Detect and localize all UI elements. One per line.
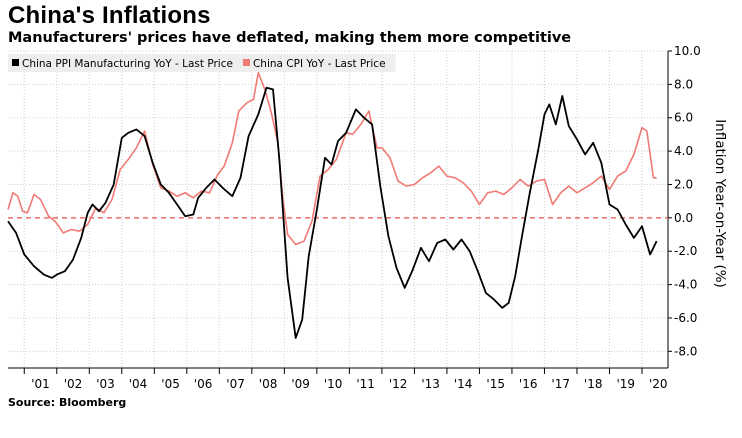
y-tick-label: 8.0: [674, 77, 693, 91]
y-tick-label: -2.0: [674, 244, 697, 258]
x-tick-label: '09: [291, 377, 310, 391]
y-axis-label: Inflation Year-on-Year (%): [712, 119, 728, 288]
x-tick-label: '02: [64, 377, 83, 391]
x-tick-label: '15: [486, 377, 505, 391]
y-tick-label: 0.0: [674, 211, 693, 225]
x-tick-label: '06: [194, 377, 213, 391]
x-tick-label: '11: [356, 377, 375, 391]
series-layer: [7, 71, 668, 339]
x-tick-label: '04: [129, 377, 148, 391]
x-tick-label: '19: [616, 377, 635, 391]
x-tick-label: '16: [519, 377, 538, 391]
legend-label-ppi: China PPI Manufacturing YoY - Last Price: [22, 58, 233, 70]
x-tick-label: '17: [551, 377, 570, 391]
source-note: Source: Bloomberg: [8, 396, 127, 409]
legend-key-cpi: [242, 59, 250, 66]
x-tick-label: '01: [31, 377, 50, 391]
grid-lines: [8, 50, 668, 368]
legend: China PPI Manufacturing YoY - Last Price…: [8, 54, 396, 72]
x-tick-label: '10: [324, 377, 343, 391]
legend-background: [8, 54, 396, 72]
y-tick-label: -8.0: [674, 344, 697, 358]
y-tick-label: 2.0: [674, 177, 693, 191]
y-tick-label: -6.0: [674, 311, 697, 325]
x-tick-label: '08: [259, 377, 278, 391]
y-tick-label: 6.0: [674, 111, 693, 125]
chart-title: China's Inflations: [8, 2, 211, 29]
cpi-series-line: [7, 71, 657, 246]
x-tick-label: '07: [226, 377, 245, 391]
y-tick-label: 10.0: [674, 44, 701, 58]
ppi-series-line: [7, 86, 658, 339]
chart-subtitle: Manufacturers' prices have deflated, mak…: [8, 30, 572, 46]
x-tick-label: '03: [96, 377, 115, 391]
x-tick-label: '14: [454, 377, 473, 391]
y-tick-label: -4.0: [674, 278, 697, 292]
x-tick-label: '13: [421, 377, 440, 391]
x-tick-label: '12: [389, 377, 408, 391]
legend-key-ppi: [12, 59, 19, 66]
x-tick-label: '05: [161, 377, 180, 391]
x-tick-label: '18: [584, 377, 603, 391]
x-tick-label: '20: [649, 377, 668, 391]
legend-label-cpi: China CPI YoY - Last Price: [253, 58, 386, 70]
y-tick-label: 4.0: [674, 144, 693, 158]
axes: 10.0 8.0 6.0 4.0 2.0 0.0 -2.0 -4.0 -6.0 -8.0 '01 '0…: [8, 44, 701, 391]
